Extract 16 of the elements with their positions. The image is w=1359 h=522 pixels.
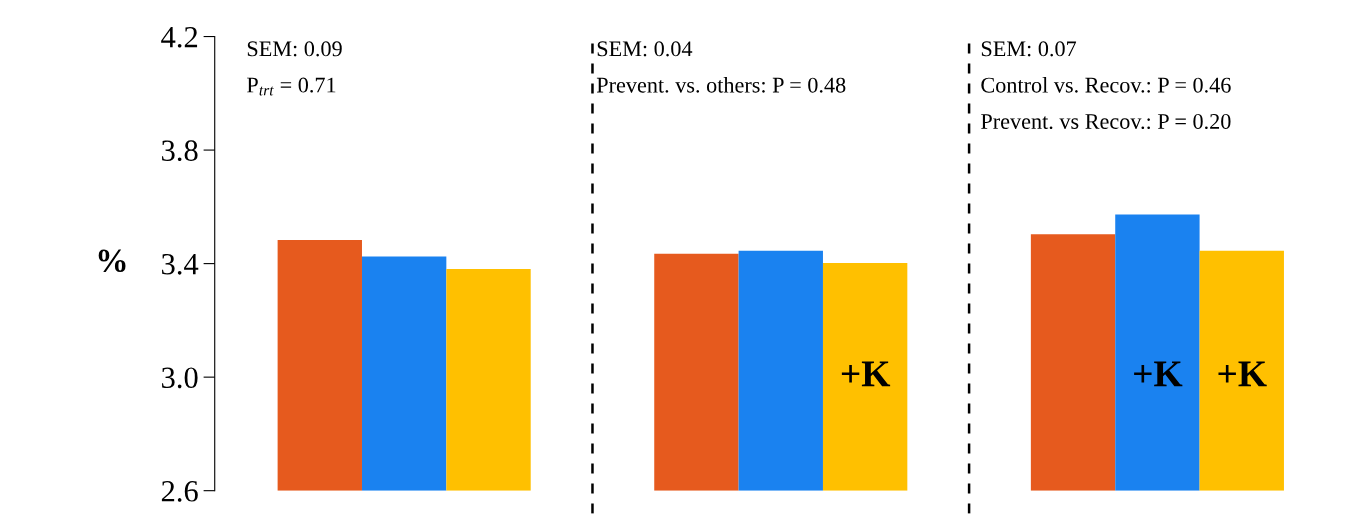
y-tick-label: 3.8: [162, 140, 198, 162]
annotation: Control vs. Recov.: P = 0.46: [981, 76, 1231, 93]
data-label: +K: [1134, 361, 1183, 387]
y-tick-label: 4.2: [161, 26, 198, 48]
annotation: SEM: 0.09: [247, 41, 342, 57]
annotation: Prevent. vs Recov.: P = 0.20: [981, 113, 1231, 130]
annotation: SEM: 0.07: [981, 41, 1077, 57]
data-label: +K: [1218, 361, 1267, 387]
annotation: Prevent. vs. others: P = 0.48: [596, 76, 846, 93]
y-tick-label: 2.6: [161, 481, 198, 502]
y-axis-title: %: [98, 249, 126, 273]
annotation: P$_{trt}$ = 0.71: [247, 77, 336, 96]
annotation: SEM: 0.04: [597, 41, 693, 57]
y-tick-label: 3.4: [162, 253, 199, 275]
y-tick-label: 3.0: [162, 367, 198, 389]
data-label: +K: [841, 361, 891, 387]
